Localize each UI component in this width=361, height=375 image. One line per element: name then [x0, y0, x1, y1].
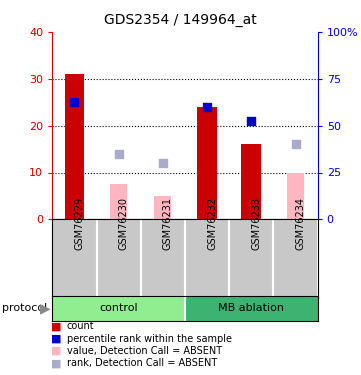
- Text: GSM76233: GSM76233: [251, 197, 261, 250]
- Text: GSM76230: GSM76230: [119, 197, 129, 250]
- Text: ▶: ▶: [40, 301, 51, 315]
- Point: [293, 141, 299, 147]
- Bar: [242, 144, 261, 219]
- Point: [248, 118, 254, 124]
- Bar: [110, 184, 127, 219]
- Point: [160, 160, 166, 166]
- Text: GSM76231: GSM76231: [163, 197, 173, 250]
- Bar: [65, 74, 84, 219]
- Text: GSM76229: GSM76229: [74, 197, 84, 250]
- Bar: [287, 172, 304, 219]
- Bar: [197, 107, 217, 219]
- Text: ■: ■: [51, 334, 61, 344]
- Text: value, Detection Call = ABSENT: value, Detection Call = ABSENT: [67, 346, 222, 356]
- Text: count: count: [67, 321, 95, 331]
- Point: [204, 104, 210, 110]
- Text: GSM76232: GSM76232: [207, 197, 217, 250]
- Text: GDS2354 / 149964_at: GDS2354 / 149964_at: [104, 13, 257, 27]
- Point: [116, 151, 122, 157]
- Text: ■: ■: [51, 346, 61, 356]
- Bar: [155, 196, 171, 219]
- Text: percentile rank within the sample: percentile rank within the sample: [67, 334, 232, 344]
- Text: ■: ■: [51, 358, 61, 368]
- Text: MB ablation: MB ablation: [218, 303, 284, 313]
- Text: ■: ■: [51, 321, 61, 331]
- Text: protocol: protocol: [2, 303, 47, 313]
- Text: control: control: [99, 303, 138, 313]
- Text: GSM76234: GSM76234: [296, 197, 305, 250]
- Point: [71, 99, 77, 105]
- Text: rank, Detection Call = ABSENT: rank, Detection Call = ABSENT: [67, 358, 217, 368]
